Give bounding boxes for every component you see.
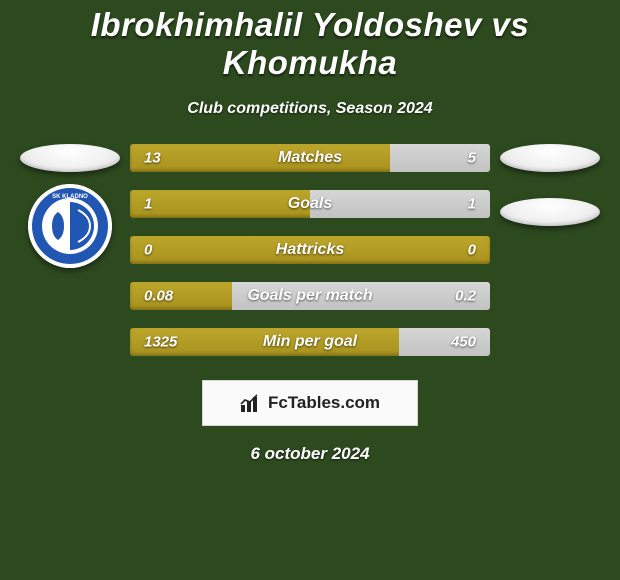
stat-value-left: 0 (144, 242, 152, 259)
stat-value-right: 450 (451, 334, 476, 351)
page-title: Ibrokhimhalil Yoldoshev vs Khomukha (0, 0, 620, 82)
stat-value-right: 1 (468, 196, 476, 213)
stat-metric-label: Matches (278, 149, 342, 167)
stat-value-left: 1325 (144, 334, 177, 351)
stat-bar-right-fill (399, 328, 490, 356)
right-flag-icon (500, 144, 600, 172)
stat-value-right: 0 (468, 242, 476, 259)
right-club-placeholder-icon (500, 198, 600, 226)
stat-metric-label: Min per goal (263, 333, 357, 351)
comparison-bars: 13 Matches 5 1 Goals 1 0 Hattricks 0 0.08 Goals pe… (130, 144, 490, 356)
left-side: SK KLADNO (20, 144, 120, 268)
stat-value-right: 5 (468, 150, 476, 167)
left-flag-icon (20, 144, 120, 172)
stat-value-left: 1 (144, 196, 152, 213)
stat-bar: 1325 Min per goal 450 (130, 328, 490, 356)
stat-value-left: 13 (144, 150, 161, 167)
stat-bar: 0.08 Goals per match 0.2 (130, 282, 490, 310)
chart-icon (240, 393, 262, 413)
club-badge-icon: SK KLADNO (28, 184, 112, 268)
watermark-text: FcTables.com (268, 393, 380, 413)
svg-text:SK KLADNO: SK KLADNO (52, 194, 88, 200)
stat-bar: 1 Goals 1 (130, 190, 490, 218)
watermark: FcTables.com (202, 380, 418, 426)
date-text: 6 october 2024 (0, 444, 620, 464)
comparison-content: SK KLADNO 13 Matches 5 1 Goals 1 0 Hattricks 0 0.… (0, 144, 620, 356)
stat-bar-right-fill (310, 190, 490, 218)
subtitle: Club competitions, Season 2024 (0, 100, 620, 118)
stat-value-left: 0.08 (144, 288, 173, 305)
stat-metric-label: Goals per match (247, 287, 372, 305)
left-club-badge: SK KLADNO (28, 184, 112, 268)
stat-metric-label: Goals (288, 195, 332, 213)
stat-metric-label: Hattricks (276, 241, 344, 259)
stat-bar: 0 Hattricks 0 (130, 236, 490, 264)
stat-bar: 13 Matches 5 (130, 144, 490, 172)
stat-value-right: 0.2 (455, 288, 476, 305)
right-side (500, 144, 600, 226)
